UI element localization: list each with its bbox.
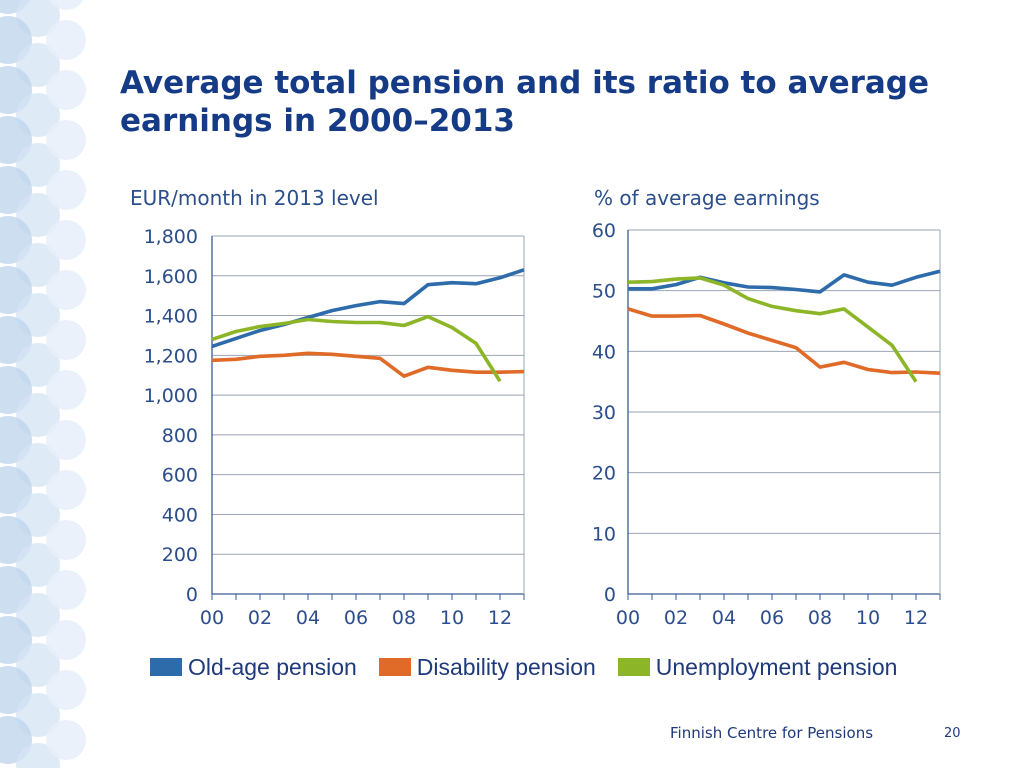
decorative-border	[0, 0, 86, 768]
x-tick-label: 00	[616, 607, 640, 629]
decor-circle	[46, 220, 86, 260]
y-tick-label: 1,600	[144, 266, 198, 288]
decor-circle	[46, 120, 86, 160]
right-chart-unit-label: % of average earnings	[594, 186, 820, 210]
x-tick-label: 02	[248, 607, 272, 629]
series-line-disability-pension	[627, 307, 941, 375]
series-line-old-age-pension	[211, 268, 525, 349]
decor-circle	[46, 170, 86, 210]
x-tick-label: 08	[392, 607, 416, 629]
y-tick-label: 50	[592, 281, 616, 303]
decor-circle	[46, 620, 86, 660]
x-tick-label: 00	[200, 607, 224, 629]
y-tick-label: 30	[592, 402, 616, 424]
legend: Old-age pension Disability pension Unemp…	[150, 652, 919, 682]
legend-swatch-disability	[378, 658, 411, 676]
legend-label-old-age: Old-age pension	[188, 653, 357, 680]
page-number: 20	[944, 726, 961, 741]
y-tick-label: 40	[592, 341, 616, 363]
decor-circle	[46, 570, 86, 610]
y-tick-label: 10	[592, 523, 616, 545]
series-line-unemployment-pension	[627, 276, 918, 383]
decor-circle	[46, 470, 86, 510]
series-line-disability-pension	[211, 351, 525, 379]
slide-title: Average total pension and its ratio to a…	[120, 65, 930, 139]
chart-eur-per-month: 02004006008001,0001,2001,4001,6001,80000…	[144, 226, 525, 629]
series-line-unemployment-pension	[211, 314, 502, 383]
legend-item-old-age: Old-age pension	[150, 654, 357, 681]
series-line-old-age-pension	[628, 269, 941, 294]
x-tick-label: 10	[856, 607, 880, 629]
decor-circle	[46, 520, 86, 560]
legend-label-unemployment: Unemployment pension	[655, 653, 898, 680]
decor-circle	[46, 670, 86, 710]
y-tick-label: 0	[604, 584, 616, 606]
left-chart-unit-label: EUR/month in 2013 level	[130, 186, 379, 210]
x-tick-label: 02	[664, 607, 688, 629]
y-tick-label: 1,400	[144, 306, 198, 328]
x-tick-label: 04	[712, 607, 736, 629]
x-tick-label: 12	[488, 607, 512, 629]
y-tick-label: 400	[162, 504, 198, 526]
x-tick-label: 04	[296, 607, 320, 629]
x-tick-label: 10	[440, 607, 464, 629]
decor-circle	[48, 0, 84, 10]
legend-swatch-old-age	[150, 658, 182, 676]
legend-item-unemployment: Unemployment pension	[617, 653, 898, 681]
decor-circle	[46, 320, 86, 360]
x-tick-label: 12	[904, 607, 928, 629]
y-tick-label: 0	[186, 584, 198, 606]
x-tick-label: 06	[760, 607, 784, 629]
x-tick-label: 08	[808, 607, 832, 629]
y-tick-label: 600	[162, 465, 198, 487]
legend-item-disability: Disability pension	[378, 653, 596, 681]
y-tick-label: 200	[162, 544, 198, 566]
y-tick-label: 60	[592, 220, 616, 242]
decor-circle	[46, 270, 86, 310]
y-tick-label: 20	[592, 463, 616, 485]
decor-circle	[46, 70, 86, 110]
y-tick-label: 1,000	[144, 385, 198, 407]
footer-org-name: Finnish Centre for Pensions	[670, 724, 874, 742]
y-tick-label: 1,200	[144, 345, 198, 367]
chart-percent-of-earnings: 0 10 20 30 40 50 60 00 02 04 06 08 10 12	[592, 220, 941, 629]
decor-circle	[46, 20, 86, 60]
decor-circle	[46, 370, 86, 410]
x-tick-label: 06	[344, 607, 368, 629]
decor-circle	[46, 420, 86, 460]
decor-circle	[46, 720, 86, 760]
y-tick-label: 800	[162, 425, 198, 447]
legend-swatch-unemployment	[617, 658, 650, 676]
legend-label-disability: Disability pension	[416, 653, 596, 680]
y-tick-label: 1,800	[144, 226, 198, 248]
